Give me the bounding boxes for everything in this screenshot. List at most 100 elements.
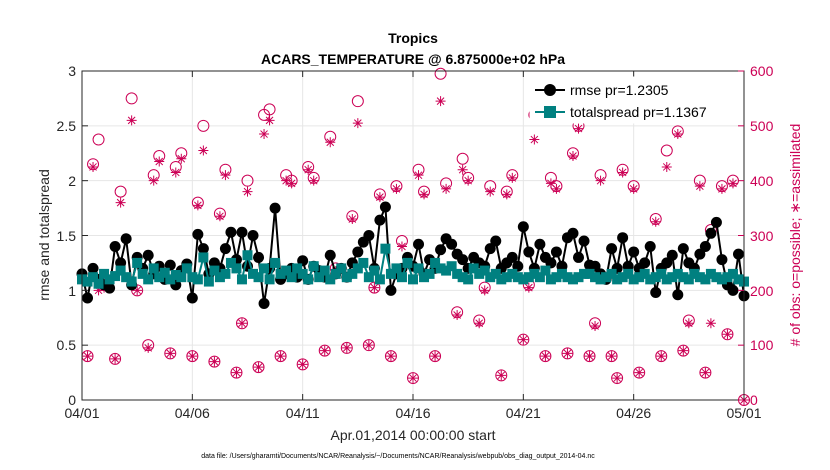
rmse-point xyxy=(606,243,618,255)
rmse-point xyxy=(435,244,447,256)
totalspread-point xyxy=(452,268,463,279)
totalspread-point xyxy=(716,274,727,285)
totalspread-point xyxy=(590,272,601,283)
totalspread-point xyxy=(601,272,612,283)
rmse-point xyxy=(197,243,209,255)
y-right-tick-label: 500 xyxy=(750,118,774,134)
totalspread-point xyxy=(683,274,694,285)
rmse-point xyxy=(225,226,237,238)
totalspread-point xyxy=(661,274,672,285)
totalspread-point xyxy=(281,265,292,276)
rmse-point xyxy=(258,297,270,309)
totalspread-point xyxy=(672,268,683,279)
obs-assimilated-point xyxy=(435,96,446,107)
rmse-point xyxy=(716,254,728,266)
rmse-point xyxy=(727,284,739,296)
totalspread-point xyxy=(612,274,623,285)
totalspread-point xyxy=(165,274,176,285)
totalspread-point xyxy=(733,274,744,285)
x-tick-label: 04/06 xyxy=(175,405,210,421)
y-right-axis-label: # of obs: o=possible; ∗=assimilated xyxy=(787,124,803,347)
rmse-point xyxy=(379,201,391,213)
obs-assimilated-point xyxy=(176,153,187,164)
chart-title: Tropics xyxy=(388,30,438,46)
obs-possible-point xyxy=(605,350,618,363)
obs-assimilated-point xyxy=(209,356,220,367)
obs-possible-point xyxy=(633,366,646,379)
totalspread-point xyxy=(523,272,534,283)
rmse-point xyxy=(247,230,259,241)
obs-possible-point xyxy=(230,366,243,379)
totalspread-point xyxy=(99,268,110,279)
legend: rmse pr=1.2305 totalspread pr=1.1367 xyxy=(529,76,741,124)
obs-assimilated-point xyxy=(275,351,286,362)
obs-assimilated-point xyxy=(634,367,645,378)
rmse-point xyxy=(236,226,248,238)
totalspread-point xyxy=(203,276,214,287)
totalspread-point xyxy=(441,265,452,276)
y-right-tick-label: 400 xyxy=(750,173,774,189)
rmse-point xyxy=(490,235,502,247)
rmse-point xyxy=(732,248,744,260)
obs-possible-point xyxy=(318,344,331,357)
obs-possible-point xyxy=(125,92,138,105)
obs-assimilated-point xyxy=(419,189,430,200)
totalspread-point xyxy=(391,263,402,274)
rmse-point xyxy=(705,227,717,239)
obs-assimilated-point xyxy=(617,167,628,178)
obs-possible-point xyxy=(114,185,127,198)
rmse-point xyxy=(506,251,518,263)
obs-assimilated-point xyxy=(441,183,452,194)
obs-assimilated-point xyxy=(612,373,623,384)
obs-assimilated-point xyxy=(115,197,126,208)
totalspread-point xyxy=(358,257,369,268)
totalspread-point xyxy=(430,257,441,268)
totalspread-point xyxy=(705,268,716,279)
legend-rmse-label: rmse pr=1.2305 xyxy=(570,82,669,98)
y-left-tick-label: 2 xyxy=(68,173,76,189)
totalspread-point xyxy=(292,263,303,274)
totalspread-point xyxy=(341,272,352,283)
rmse-point xyxy=(578,235,590,247)
y-right-tick-label: 100 xyxy=(750,337,774,353)
obs-possible-point xyxy=(699,366,712,379)
totalspread-point xyxy=(148,263,159,274)
obs-assimilated-point xyxy=(496,370,507,381)
totalspread-point xyxy=(639,268,650,279)
obs-assimilated-point xyxy=(408,373,418,384)
obs-assimilated-point xyxy=(722,329,733,340)
obs-assimilated-point xyxy=(352,118,363,129)
obs-possible-point xyxy=(495,369,508,382)
totalspread-point xyxy=(645,274,656,285)
obs-assimilated-point xyxy=(236,318,247,329)
totalspread-point xyxy=(126,276,137,287)
obs-possible-point xyxy=(197,119,210,132)
rmse-point xyxy=(710,216,722,228)
obs-possible-point xyxy=(252,361,265,374)
obs-possible-point xyxy=(517,333,530,346)
obs-possible-point xyxy=(456,152,469,165)
totalspread-point xyxy=(606,268,617,279)
totalspread-point xyxy=(518,274,529,285)
obs-possible-point xyxy=(340,341,353,354)
totalspread-point xyxy=(187,272,198,283)
obs-assimilated-point xyxy=(231,367,242,378)
obs-assimilated-point xyxy=(683,318,694,329)
obs-assimilated-point xyxy=(413,170,424,181)
totalspread-point xyxy=(242,250,253,261)
obs-possible-point xyxy=(186,350,199,363)
totalspread-point xyxy=(424,268,435,279)
obs-assimilated-point xyxy=(590,320,601,331)
totalspread-point xyxy=(446,261,457,272)
obs-assimilated-point xyxy=(628,183,639,194)
rmse-point xyxy=(484,243,496,255)
obs-assimilated-point xyxy=(501,189,512,200)
totalspread-point xyxy=(556,268,567,279)
obs-possible-point xyxy=(407,372,419,385)
y-left-tick-label: 1.5 xyxy=(57,228,77,244)
obs-possible-point xyxy=(109,352,122,365)
obs-assimilated-point xyxy=(82,351,93,362)
totalspread-point xyxy=(700,274,711,285)
totalspread-point xyxy=(170,269,181,280)
obs-assimilated-point xyxy=(341,342,352,353)
